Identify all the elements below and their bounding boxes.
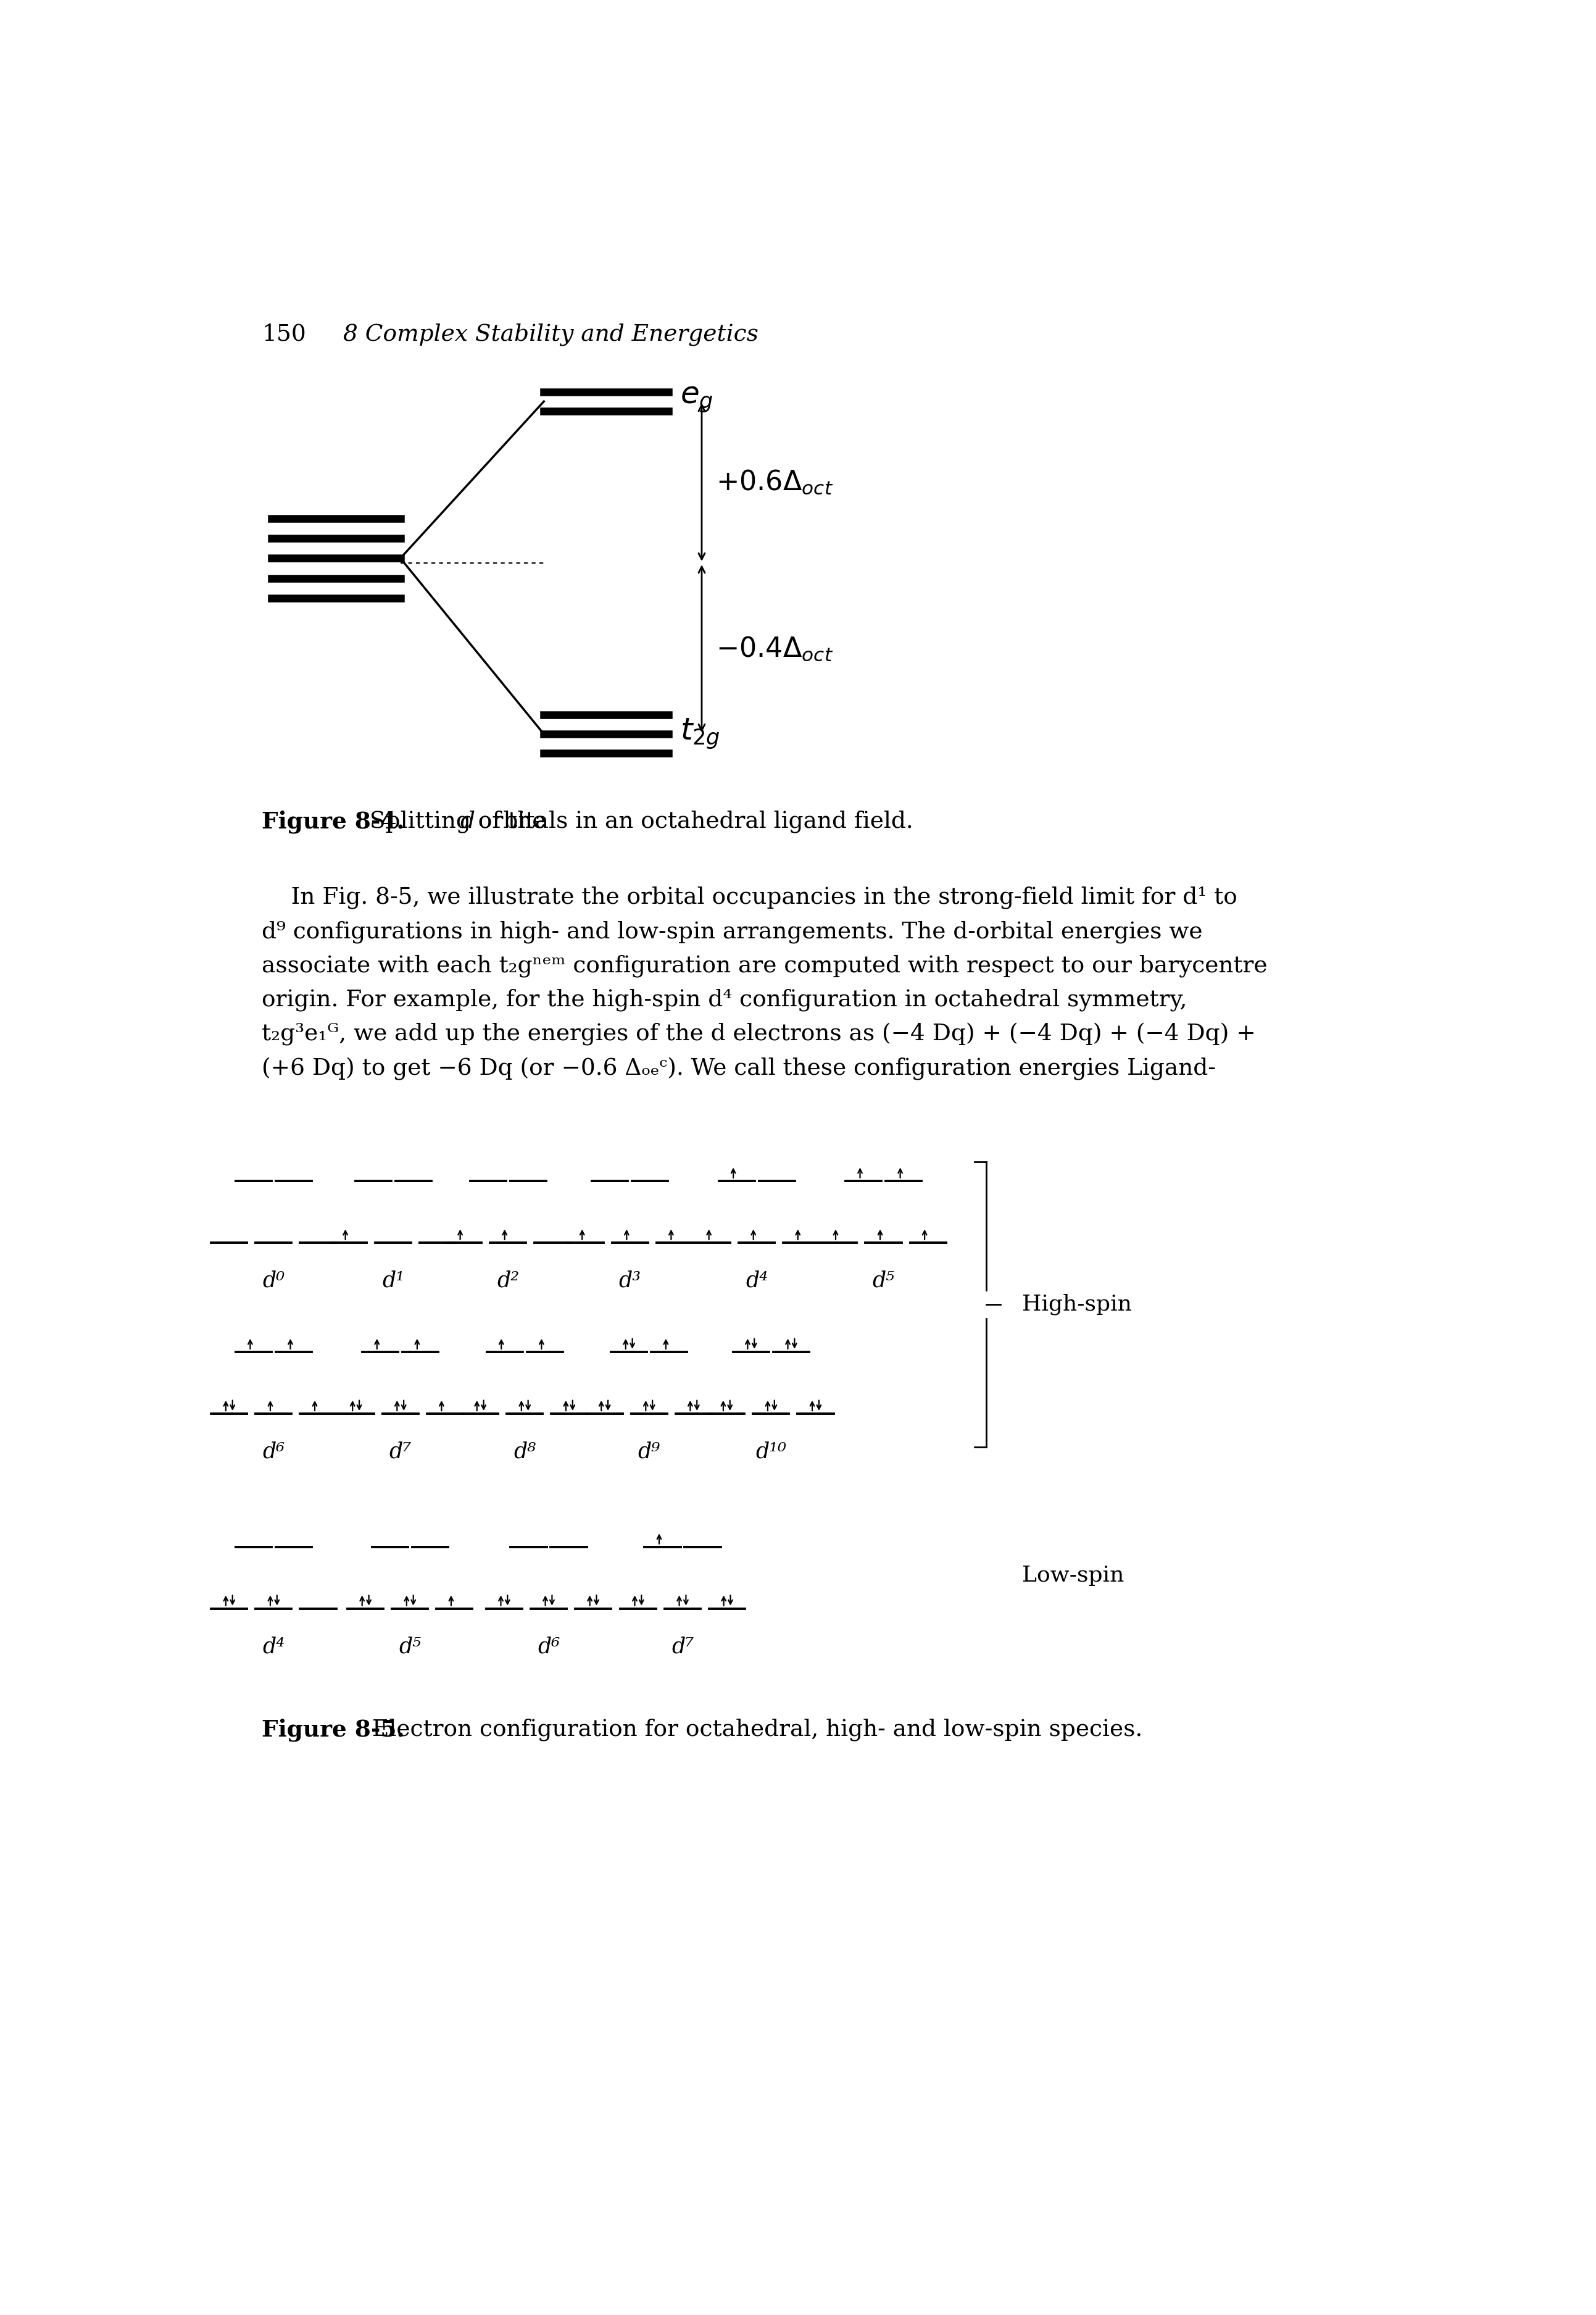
Text: d²: d² [496, 1271, 519, 1292]
Text: d¹: d¹ [381, 1271, 404, 1292]
Text: In Fig. 8-5, we illustrate the orbital occupancies in the strong-field limit for: In Fig. 8-5, we illustrate the orbital o… [262, 887, 1237, 910]
Text: $e_g$: $e_g$ [680, 384, 713, 414]
Text: origin. For example, for the high-spin d⁴ configuration in octahedral symmetry,: origin. For example, for the high-spin d… [262, 989, 1187, 1012]
Text: associate with each t₂gⁿᵉᵐ configuration are computed with respect to our baryce: associate with each t₂gⁿᵉᵐ configuration… [262, 954, 1267, 977]
Text: d⁷: d⁷ [672, 1637, 694, 1658]
Text: 150: 150 [262, 324, 306, 345]
Text: Figure 8-4.: Figure 8-4. [262, 810, 404, 833]
Text: d⁵: d⁵ [873, 1271, 895, 1292]
Text: d⁶: d⁶ [262, 1442, 284, 1463]
Text: 8 Complex Stability and Energetics: 8 Complex Stability and Energetics [343, 324, 758, 345]
Text: d⁵: d⁵ [399, 1637, 421, 1658]
Text: Figure 8-5.: Figure 8-5. [262, 1718, 405, 1741]
Text: d⁴: d⁴ [262, 1637, 284, 1658]
Text: Electron configuration for octahedral, high- and low-spin species.: Electron configuration for octahedral, h… [364, 1718, 1143, 1741]
Text: d⁸: d⁸ [514, 1442, 536, 1463]
Text: $-0.4\Delta_{oct}$: $-0.4\Delta_{oct}$ [717, 634, 833, 662]
Text: d¹⁰: d¹⁰ [755, 1442, 787, 1463]
Text: Low-spin: Low-spin [1021, 1565, 1124, 1586]
Text: d: d [460, 810, 476, 833]
Text: (+6 Dq) to get −6 Dq (or −0.6 Δₒₑᶜ). We call these configuration energies Ligand: (+6 Dq) to get −6 Dq (or −0.6 Δₒₑᶜ). We … [262, 1058, 1216, 1081]
Text: d⁰: d⁰ [262, 1271, 284, 1292]
Text: $+0.6\Delta_{oct}$: $+0.6\Delta_{oct}$ [717, 468, 833, 495]
Text: High-spin: High-spin [1021, 1294, 1132, 1315]
Text: d³: d³ [619, 1271, 642, 1292]
Text: t₂g³e₁ᴳ, we add up the energies of the d electrons as (−4 Dq) + (−4 Dq) + (−4 Dq: t₂g³e₁ᴳ, we add up the energies of the d… [262, 1023, 1256, 1046]
Text: d⁶: d⁶ [538, 1637, 560, 1658]
Text: $t_{2g}$: $t_{2g}$ [680, 718, 720, 750]
Text: Splitting of the: Splitting of the [362, 810, 552, 833]
Text: d⁴: d⁴ [745, 1271, 768, 1292]
Text: d⁹ configurations in high- and low-spin arrangements. The d-orbital energies we: d⁹ configurations in high- and low-spin … [262, 921, 1202, 942]
Text: orbitals in an octahedral ligand field.: orbitals in an octahedral ligand field. [471, 810, 913, 833]
Text: d⁹: d⁹ [638, 1442, 661, 1463]
Text: d⁷: d⁷ [389, 1442, 412, 1463]
